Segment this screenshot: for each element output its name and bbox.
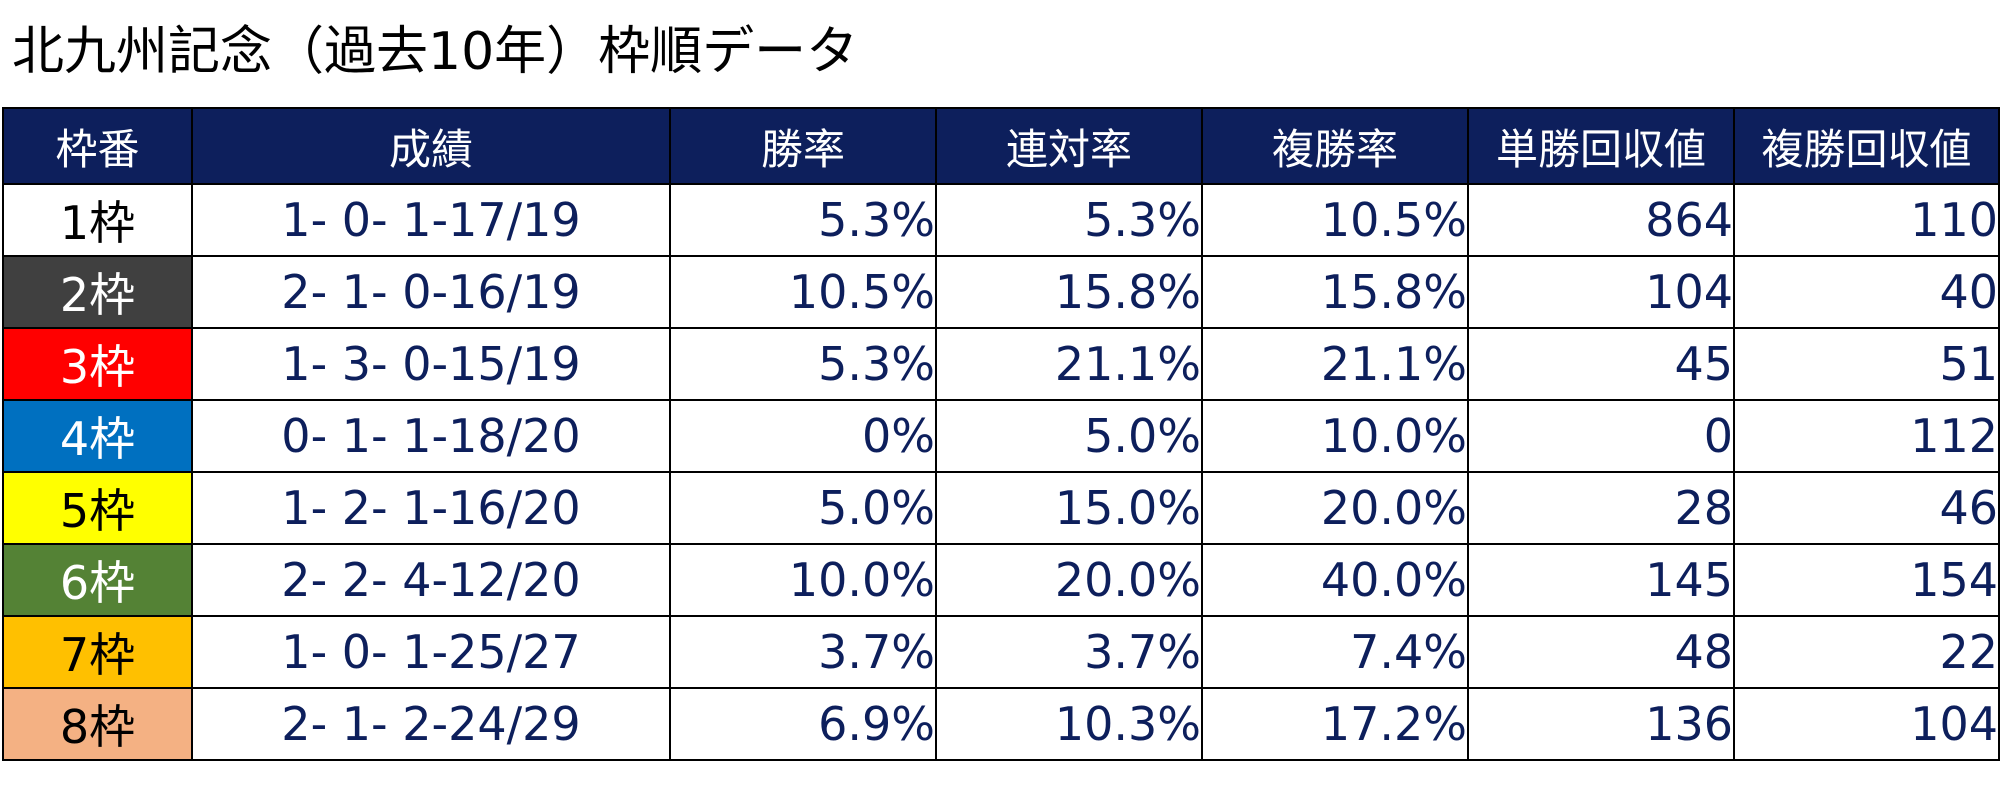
table-row: 3枠 1- 3- 0-15/19 5.3% 21.1% 21.1% 45 51 — [2, 327, 2000, 401]
waku-cell: 7枠 — [2, 615, 193, 689]
waku-cell: 2枠 — [2, 255, 193, 329]
rentai-rate-cell: 10.3% — [935, 687, 1203, 761]
record-cell: 0- 1- 1-18/20 — [191, 399, 671, 473]
header-win-rate: 勝率 — [669, 107, 937, 185]
fukusho-return-cell: 51 — [1733, 327, 2000, 401]
waku-cell: 5枠 — [2, 471, 193, 545]
waku-cell: 3枠 — [2, 327, 193, 401]
waku-cell: 4枠 — [2, 399, 193, 473]
rentai-rate-cell: 15.0% — [935, 471, 1203, 545]
page-title: 北九州記念（過去10年）枠順データ — [12, 22, 859, 82]
tansho-return-cell: 45 — [1467, 327, 1735, 401]
record-cell: 2- 2- 4-12/20 — [191, 543, 671, 617]
win-rate-cell: 5.3% — [669, 327, 937, 401]
tansho-return-cell: 864 — [1467, 183, 1735, 257]
header-rentai-rate: 連対率 — [935, 107, 1203, 185]
table-row: 7枠 1- 0- 1-25/27 3.7% 3.7% 7.4% 48 22 — [2, 615, 2000, 689]
win-rate-cell: 5.0% — [669, 471, 937, 545]
fukusho-rate-cell: 10.0% — [1201, 399, 1469, 473]
tansho-return-cell: 28 — [1467, 471, 1735, 545]
fukusho-rate-cell: 21.1% — [1201, 327, 1469, 401]
waku-cell: 1枠 — [2, 183, 193, 257]
header-row: 枠番 成績 勝率 連対率 複勝率 単勝回収値 複勝回収値 — [2, 107, 2000, 185]
record-cell: 1- 3- 0-15/19 — [191, 327, 671, 401]
fukusho-rate-cell: 40.0% — [1201, 543, 1469, 617]
header-record: 成績 — [191, 107, 671, 185]
fukusho-rate-cell: 10.5% — [1201, 183, 1469, 257]
header-fukusho-return: 複勝回収値 — [1733, 107, 2000, 185]
table-row: 6枠 2- 2- 4-12/20 10.0% 20.0% 40.0% 145 1… — [2, 543, 2000, 617]
table-row: 1枠 1- 0- 1-17/19 5.3% 5.3% 10.5% 864 110 — [2, 183, 2000, 257]
table-row: 8枠 2- 1- 2-24/29 6.9% 10.3% 17.2% 136 10… — [2, 687, 2000, 761]
waku-cell: 6枠 — [2, 543, 193, 617]
table-row: 2枠 2- 1- 0-16/19 10.5% 15.8% 15.8% 104 4… — [2, 255, 2000, 329]
rentai-rate-cell: 15.8% — [935, 255, 1203, 329]
win-rate-cell: 10.0% — [669, 543, 937, 617]
fukusho-rate-cell: 17.2% — [1201, 687, 1469, 761]
record-cell: 2- 1- 0-16/19 — [191, 255, 671, 329]
rentai-rate-cell: 5.3% — [935, 183, 1203, 257]
record-cell: 1- 0- 1-17/19 — [191, 183, 671, 257]
fukusho-return-cell: 112 — [1733, 399, 2000, 473]
win-rate-cell: 3.7% — [669, 615, 937, 689]
fukusho-return-cell: 154 — [1733, 543, 2000, 617]
rentai-rate-cell: 20.0% — [935, 543, 1203, 617]
win-rate-cell: 10.5% — [669, 255, 937, 329]
fukusho-rate-cell: 15.8% — [1201, 255, 1469, 329]
rentai-rate-cell: 5.0% — [935, 399, 1203, 473]
header-fukusho-rate: 複勝率 — [1201, 107, 1469, 185]
waku-stats-table: 枠番 成績 勝率 連対率 複勝率 単勝回収値 複勝回収値 1枠 1- 0- 1-… — [2, 107, 2000, 761]
win-rate-cell: 6.9% — [669, 687, 937, 761]
fukusho-return-cell: 40 — [1733, 255, 2000, 329]
header-waku: 枠番 — [2, 107, 193, 185]
tansho-return-cell: 136 — [1467, 687, 1735, 761]
fukusho-rate-cell: 20.0% — [1201, 471, 1469, 545]
fukusho-rate-cell: 7.4% — [1201, 615, 1469, 689]
tansho-return-cell: 0 — [1467, 399, 1735, 473]
header-tansho-return: 単勝回収値 — [1467, 107, 1735, 185]
win-rate-cell: 0% — [669, 399, 937, 473]
win-rate-cell: 5.3% — [669, 183, 937, 257]
fukusho-return-cell: 104 — [1733, 687, 2000, 761]
fukusho-return-cell: 22 — [1733, 615, 2000, 689]
fukusho-return-cell: 110 — [1733, 183, 2000, 257]
table-row: 5枠 1- 2- 1-16/20 5.0% 15.0% 20.0% 28 46 — [2, 471, 2000, 545]
table-row: 4枠 0- 1- 1-18/20 0% 5.0% 10.0% 0 112 — [2, 399, 2000, 473]
record-cell: 2- 1- 2-24/29 — [191, 687, 671, 761]
fukusho-return-cell: 46 — [1733, 471, 2000, 545]
record-cell: 1- 2- 1-16/20 — [191, 471, 671, 545]
record-cell: 1- 0- 1-25/27 — [191, 615, 671, 689]
waku-cell: 8枠 — [2, 687, 193, 761]
rentai-rate-cell: 3.7% — [935, 615, 1203, 689]
tansho-return-cell: 145 — [1467, 543, 1735, 617]
tansho-return-cell: 104 — [1467, 255, 1735, 329]
rentai-rate-cell: 21.1% — [935, 327, 1203, 401]
tansho-return-cell: 48 — [1467, 615, 1735, 689]
